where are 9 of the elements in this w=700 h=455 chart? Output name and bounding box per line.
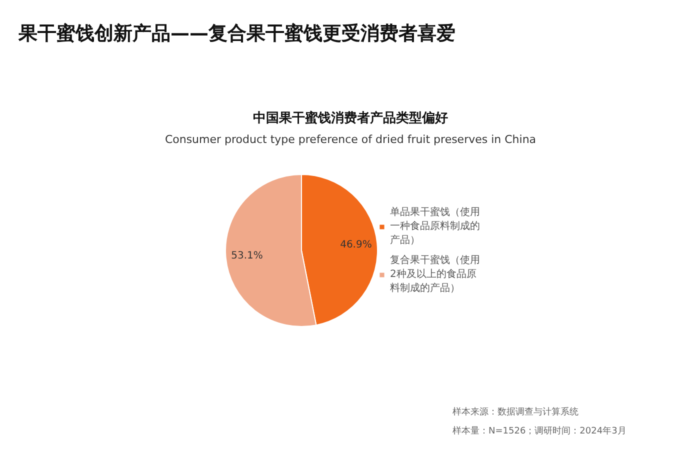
text: 样本量：N=1526；调研时间：2024年3月: [452, 426, 626, 436]
text: Consumer product type preference of dried fruit preserves in China: [164, 133, 536, 146]
text: 样本来源：数据调查与计算系统: [452, 406, 578, 418]
data-label: 53.1%: [231, 250, 263, 262]
legend-label: 复合果干蜜饯（使用2种及以上的食品原料制成的产品）: [390, 254, 480, 295]
legend-label: 单品果干蜜饯（使用一种食品原料制成的产品）: [390, 206, 480, 247]
chart-title: 果干蜜饯创新产品——复合果干蜜饯更受消费者喜爱: [18, 22, 456, 44]
chart-subtitle: 中国果干蜜饯消费者产品类型偏好: [253, 110, 448, 126]
data-label: 46.9%: [340, 240, 372, 251]
